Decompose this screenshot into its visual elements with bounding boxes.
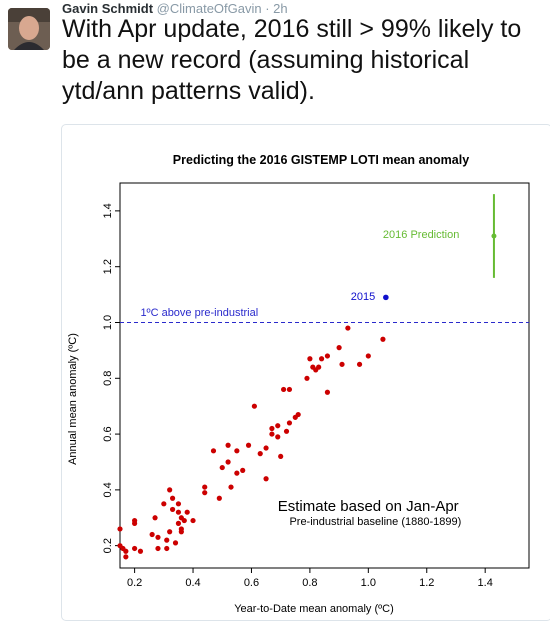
- tweet-header: Gavin Schmidt @ClimateOfGavin · 2h: [62, 1, 288, 17]
- data-point: [286, 420, 293, 426]
- tweet-image-card[interactable]: Predicting the 2016 GISTEMP LOTI mean an…: [61, 124, 550, 621]
- data-point: [137, 548, 144, 554]
- author-name[interactable]: Gavin Schmidt: [62, 1, 154, 16]
- data-point: [175, 509, 182, 515]
- data-point: [278, 453, 284, 460]
- data-point: [324, 389, 331, 395]
- x-tick-label: 0.4: [185, 577, 200, 589]
- x-tick-label: 1.2: [419, 577, 434, 589]
- data-point: [216, 495, 222, 501]
- data-point: [269, 425, 275, 432]
- x-tick-label: 1.0: [361, 577, 376, 589]
- data-point: [123, 548, 129, 554]
- data-point: [283, 428, 290, 434]
- data-point: [240, 467, 246, 473]
- data-point: [169, 495, 176, 501]
- data-point: [123, 554, 129, 560]
- data-point: [225, 459, 231, 465]
- header-separator: ·: [261, 1, 274, 16]
- data-point: [324, 353, 331, 359]
- data-point: [251, 403, 257, 409]
- data-point: [172, 540, 179, 546]
- y-tick-label: 1.4: [102, 203, 114, 218]
- data-point: [234, 448, 240, 454]
- y-tick-label: 0.6: [102, 426, 114, 441]
- data-point: [245, 442, 252, 448]
- y-tick-label: 1.0: [102, 315, 114, 330]
- data-point: [132, 520, 138, 526]
- data-point: [263, 445, 269, 451]
- data-point: [286, 386, 293, 393]
- chart-title: Predicting the 2016 GISTEMP LOTI mean an…: [173, 153, 469, 167]
- data-point: [257, 451, 263, 457]
- y-tick-label: 0.4: [102, 482, 114, 497]
- data-point: [219, 464, 225, 471]
- x-tick-label: 1.4: [478, 577, 493, 589]
- data-point: [336, 345, 342, 351]
- data-point: [345, 325, 351, 331]
- data-point: [164, 545, 170, 552]
- data-point: [318, 356, 325, 362]
- y-tick-label: 0.8: [102, 371, 114, 386]
- data-point: [380, 336, 386, 342]
- y-axis-label: Annual mean anomaly (ºC): [67, 333, 79, 465]
- tweet-text: With Apr update, 2016 still > 99% likely…: [62, 15, 522, 105]
- data-point: [210, 448, 217, 454]
- data-point: [234, 470, 240, 476]
- y-tick-label: 0.2: [102, 538, 114, 553]
- data-point: [167, 529, 173, 535]
- data-point: [295, 411, 301, 418]
- data-point: [164, 537, 170, 543]
- x-tick-label: 0.2: [127, 577, 142, 589]
- data-point: [275, 423, 281, 429]
- data-point: [316, 364, 322, 370]
- data-point: [167, 487, 173, 493]
- threshold-label: 1ºC above pre-industrial: [140, 307, 259, 320]
- data-point: [184, 509, 190, 515]
- data-point: [161, 501, 167, 507]
- plot-frame: [119, 182, 530, 569]
- data-point: [155, 545, 161, 552]
- data-point: [190, 517, 196, 524]
- data-point: [149, 531, 155, 538]
- data-point: [178, 529, 184, 535]
- tweet-timestamp[interactable]: 2h: [273, 1, 288, 16]
- data-point: [263, 476, 269, 482]
- highlight-point-label: 2015: [350, 291, 376, 304]
- data-point: [202, 484, 208, 490]
- avatar-photo: [8, 8, 50, 50]
- highlight-point: [383, 294, 389, 301]
- data-point: [365, 353, 371, 359]
- data-point: [275, 434, 281, 440]
- avatar[interactable]: [8, 8, 50, 50]
- data-point: [155, 534, 161, 540]
- data-point: [152, 515, 158, 521]
- data-point: [132, 545, 138, 552]
- data-point: [304, 375, 310, 381]
- data-point: [202, 490, 208, 496]
- prediction-label: 2016 Prediction: [382, 229, 460, 241]
- baseline-annotation: Pre-industrial baseline (1880-1899): [289, 516, 462, 529]
- x-tick-label: 0.8: [302, 577, 317, 589]
- x-tick-label: 0.6: [244, 577, 259, 589]
- data-point: [339, 361, 345, 367]
- data-point: [175, 520, 182, 526]
- data-point: [228, 484, 234, 490]
- data-point: [307, 356, 313, 362]
- data-point: [169, 506, 176, 513]
- data-point: [269, 431, 275, 437]
- data-point: [181, 517, 187, 524]
- x-axis-label: Year-to-Date mean anomaly (ºC): [234, 603, 394, 615]
- estimate-annotation: Estimate based on Jan-Apr: [277, 497, 459, 515]
- data-point: [225, 442, 231, 448]
- data-point: [175, 501, 182, 507]
- author-handle[interactable]: @ClimateOfGavin: [156, 1, 262, 16]
- y-tick-label: 1.2: [102, 259, 114, 274]
- data-point: [356, 361, 363, 367]
- data-point: [117, 526, 123, 532]
- data-point: [281, 386, 287, 393]
- chart: Predicting the 2016 GISTEMP LOTI mean an…: [67, 153, 530, 615]
- prediction-point: [491, 233, 497, 239]
